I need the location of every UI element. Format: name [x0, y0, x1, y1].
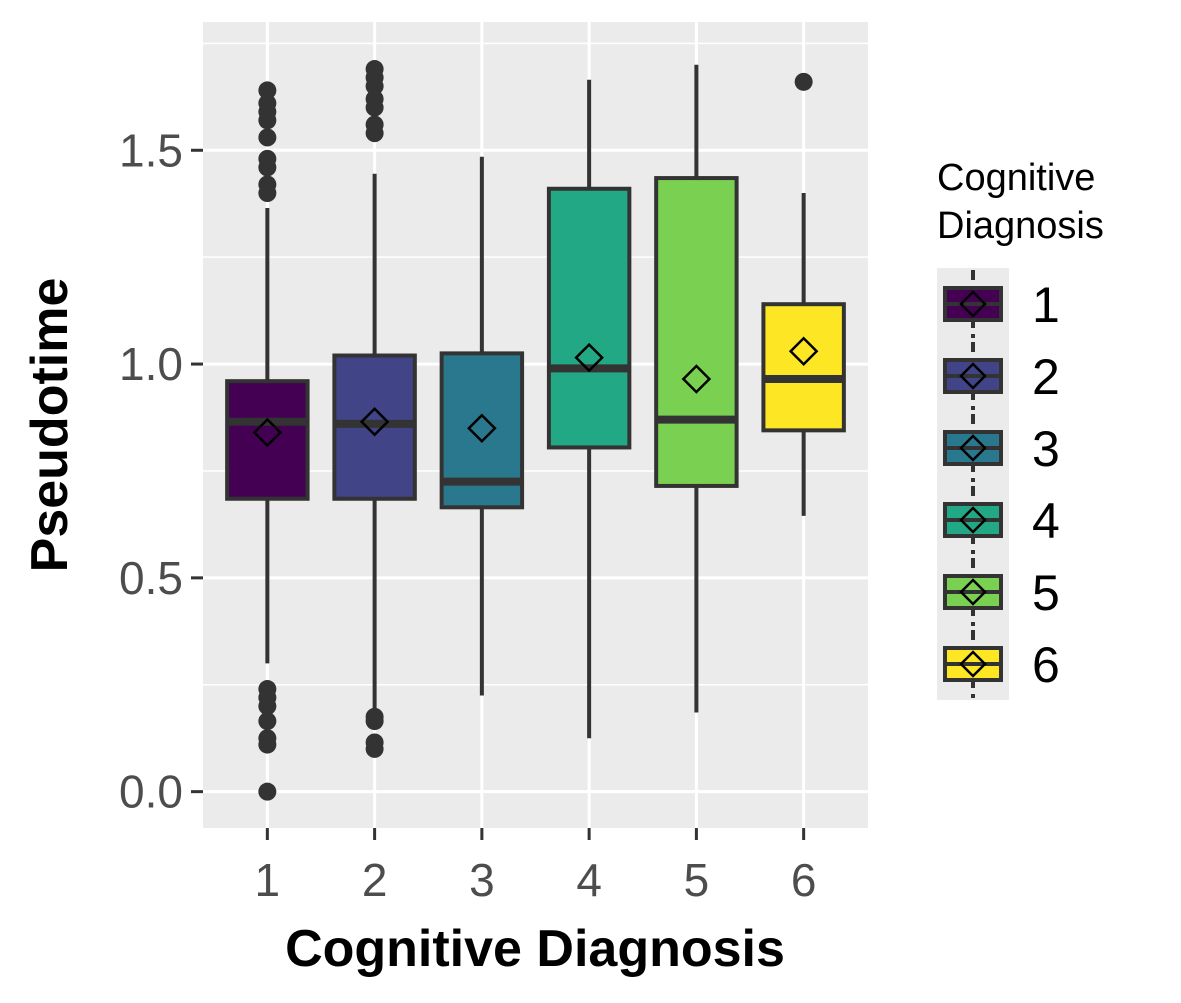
box-group-3 [439, 156, 525, 696]
outlier-point [365, 89, 384, 108]
outlier-point [365, 733, 384, 752]
legend-key-diamond [959, 650, 987, 678]
outlier-point [258, 680, 277, 699]
mean-diamond [681, 364, 712, 394]
legend-label: 2 [1032, 349, 1060, 405]
legend-label: 6 [1032, 637, 1060, 693]
x-axis-title: Cognitive Diagnosis [285, 920, 785, 978]
mean-diamond [359, 407, 390, 437]
legend-entry-3: 3 [943, 414, 1060, 482]
legend: Cognitive Diagnosis 1 2 3 4 5 6 [937, 157, 1104, 700]
legend-entry-6: 6 [943, 630, 1060, 698]
legend-title-line-1: Cognitive [937, 157, 1095, 199]
box-group-1 [225, 81, 310, 801]
box-group-2 [332, 60, 417, 758]
legend-label: 4 [1032, 493, 1060, 549]
outlier-point [258, 149, 277, 168]
x-tick-label: 5 [684, 854, 710, 906]
legend-entry-5: 5 [943, 558, 1060, 626]
legend-label: 5 [1032, 565, 1060, 621]
box-iqr [654, 176, 739, 488]
outlier-point [258, 712, 277, 731]
x-tick-label: 1 [255, 854, 281, 906]
legend-entry-2: 2 [943, 342, 1060, 410]
y-tick-label: 0.0 [119, 766, 183, 818]
box-iqr [546, 186, 632, 450]
x-tick-label: 4 [576, 854, 602, 906]
outlier-point [365, 115, 384, 134]
legend-key-diamond [959, 434, 987, 462]
mean-diamond [788, 336, 819, 367]
legend-key-diamond [959, 506, 987, 534]
legend-entry-4: 4 [943, 486, 1060, 554]
x-tick-label: 2 [362, 854, 388, 906]
outlier-point [794, 72, 813, 91]
box-group-5 [654, 64, 739, 713]
legend-label: 3 [1032, 421, 1060, 477]
y-tick-label: 1.0 [119, 338, 183, 390]
box-group-4 [546, 79, 632, 739]
mean-diamond [574, 342, 604, 373]
axes-layer: 0.0 0.5 1.0 1.5 1 2 3 4 5 6 [119, 124, 816, 906]
legend-keys: 1 2 3 4 5 6 [943, 270, 1060, 698]
x-tick-label: 6 [791, 854, 817, 906]
outlier-point [258, 782, 277, 801]
outlier-point [258, 128, 277, 147]
legend-entry-1: 1 [943, 270, 1060, 338]
box-group-6 [761, 72, 846, 516]
legend-title-line-2: Diagnosis [937, 205, 1104, 247]
y-tick-label: 1.5 [119, 124, 183, 176]
outlier-point [258, 94, 277, 113]
box-iqr [761, 302, 846, 433]
y-axis-title: Pseudotime [21, 278, 79, 573]
legend-key-background [937, 268, 1009, 700]
y-tick-label: 0.5 [119, 552, 183, 604]
legend-label: 1 [1032, 277, 1060, 333]
legend-key-diamond [959, 362, 987, 390]
box-iqr [225, 379, 310, 501]
mean-diamond [252, 417, 283, 448]
outlier-point [365, 60, 384, 79]
boxes-layer [225, 60, 846, 801]
x-tick-label: 3 [469, 854, 495, 906]
plot-panel [203, 22, 868, 828]
outlier-point [365, 707, 384, 726]
legend-key-diamond [959, 290, 987, 318]
outlier-point [258, 81, 277, 100]
legend-key-diamond [959, 578, 987, 606]
outlier-point [258, 175, 277, 194]
outlier-point [258, 729, 277, 748]
mean-diamond [467, 413, 497, 443]
